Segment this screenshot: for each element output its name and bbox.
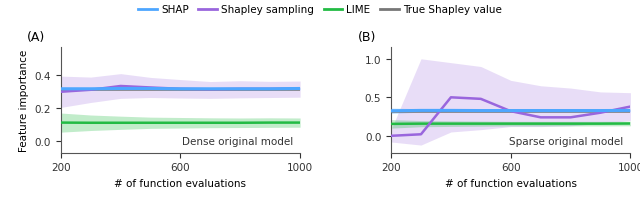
Text: Sparse original model: Sparse original model <box>509 137 623 147</box>
Text: (A): (A) <box>28 31 45 44</box>
X-axis label: # of function evaluations: # of function evaluations <box>115 178 246 188</box>
Text: (B): (B) <box>358 31 376 44</box>
Legend: SHAP, Shapley sampling, LIME, True Shapley value: SHAP, Shapley sampling, LIME, True Shapl… <box>134 1 506 19</box>
Y-axis label: Feature importance: Feature importance <box>19 50 29 151</box>
X-axis label: # of function evaluations: # of function evaluations <box>445 178 577 188</box>
Text: Dense original model: Dense original model <box>182 137 293 147</box>
